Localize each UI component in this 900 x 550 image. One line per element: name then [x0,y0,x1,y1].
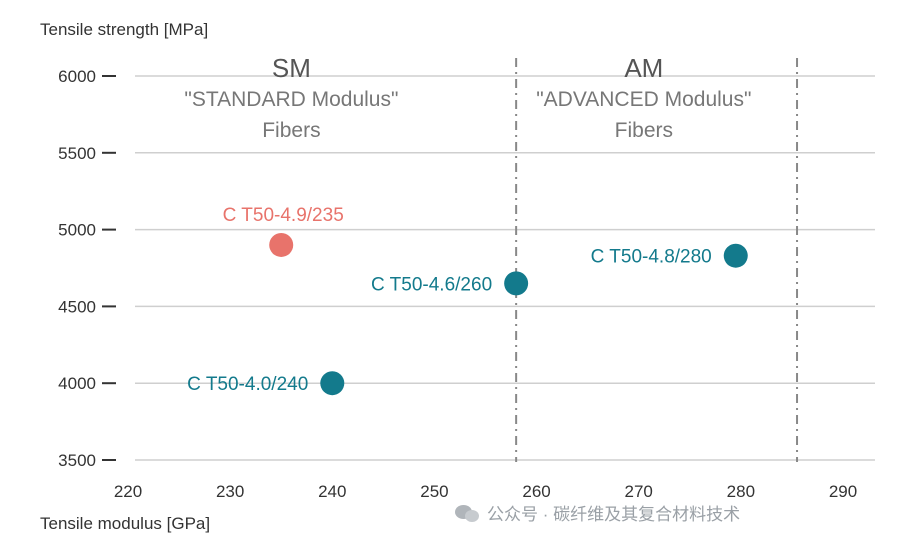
x-tick-label: 230 [216,482,244,501]
data-point [723,243,748,268]
x-tick-label: 250 [420,482,448,501]
x-tick-label: 220 [114,482,142,501]
x-tick-label: 260 [522,482,550,501]
data-label: C T50-4.0/240 [187,374,308,395]
watermark-text: 公众号 · 碳纤维及其复合材料技术 [487,505,741,524]
region-abbr: SM [272,53,311,83]
region-title: "STANDARD Modulus" [184,88,398,111]
y-tick-label: 4500 [58,297,96,316]
data-point [269,232,294,257]
y-tick-label: 5500 [58,144,96,163]
y-tick-label: 4000 [58,374,96,393]
wechat-icon [455,503,481,523]
x-tick-label: 280 [727,482,755,501]
y-tick-label: 6000 [58,67,96,86]
y-tick-label: 5000 [58,221,96,240]
data-label: C T50-4.8/280 [591,247,712,268]
region-title: "ADVANCED Modulus" [536,88,751,111]
data-point [504,271,529,296]
x-tick-label: 270 [625,482,653,501]
y-tick-label: 3500 [58,451,96,470]
region-abbr: AM [624,53,663,83]
y-axis-title: Tensile strength [MPa] [40,20,209,39]
region-subtitle: Fibers [262,119,320,142]
x-tick-label: 240 [318,482,346,501]
x-axis-title: Tensile modulus [GPa] [40,514,211,533]
data-label: C T50-4.6/260 [371,274,492,295]
region-subtitle: Fibers [615,119,673,142]
watermark: 公众号 · 碳纤维及其复合材料技术 [455,500,740,525]
x-tick-label: 290 [829,482,857,501]
data-point [320,371,345,396]
data-label: C T50-4.9/235 [223,205,344,226]
